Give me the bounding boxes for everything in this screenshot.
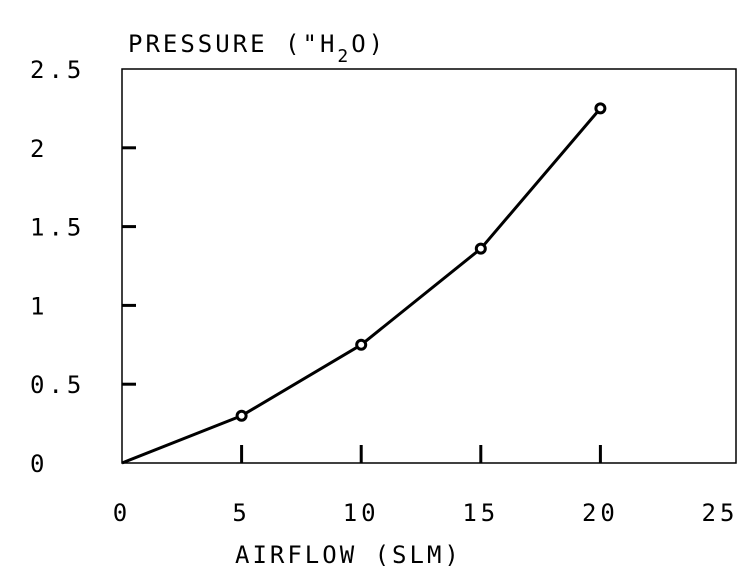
- x-tick-label: 25: [702, 499, 739, 527]
- y-axis-ticks: [122, 146, 136, 386]
- data-point: [355, 338, 368, 351]
- y-tick-label: 0.5: [30, 371, 85, 399]
- x-axis-ticks: [240, 445, 602, 463]
- y-tick-label: 2: [30, 135, 48, 163]
- x-tick-label: 10: [343, 499, 380, 527]
- y-axis-tick-labels: 0 0.5 1 1.5 2 2.5: [30, 56, 85, 478]
- y-tick-label: 2.5: [30, 56, 85, 84]
- y-tick-label: 1.5: [30, 214, 85, 242]
- chart-title: PRESSURE ("H2O): [128, 30, 386, 67]
- data-point: [235, 409, 248, 422]
- x-axis-label: AIRFLOW (SLM): [235, 541, 462, 569]
- series-layer: [121, 102, 607, 465]
- x-tick-label: 15: [462, 499, 499, 527]
- chart-title-end: O): [351, 30, 386, 58]
- series-line: [121, 107, 602, 465]
- x-axis-tick-labels: 0 5 10 15 20 25: [113, 499, 739, 527]
- chart-title-subscript: 2: [337, 46, 351, 67]
- x-tick-label: 20: [582, 499, 619, 527]
- chart-title-main: PRESSURE ("H: [128, 30, 337, 58]
- data-point: [474, 242, 487, 255]
- x-tick-label: 5: [232, 499, 250, 527]
- x-tick-label: 0: [113, 499, 131, 527]
- plot-frame: [121, 68, 737, 464]
- y-tick-label: 0: [30, 450, 48, 478]
- y-tick-label: 1: [30, 292, 48, 320]
- data-point: [594, 102, 607, 115]
